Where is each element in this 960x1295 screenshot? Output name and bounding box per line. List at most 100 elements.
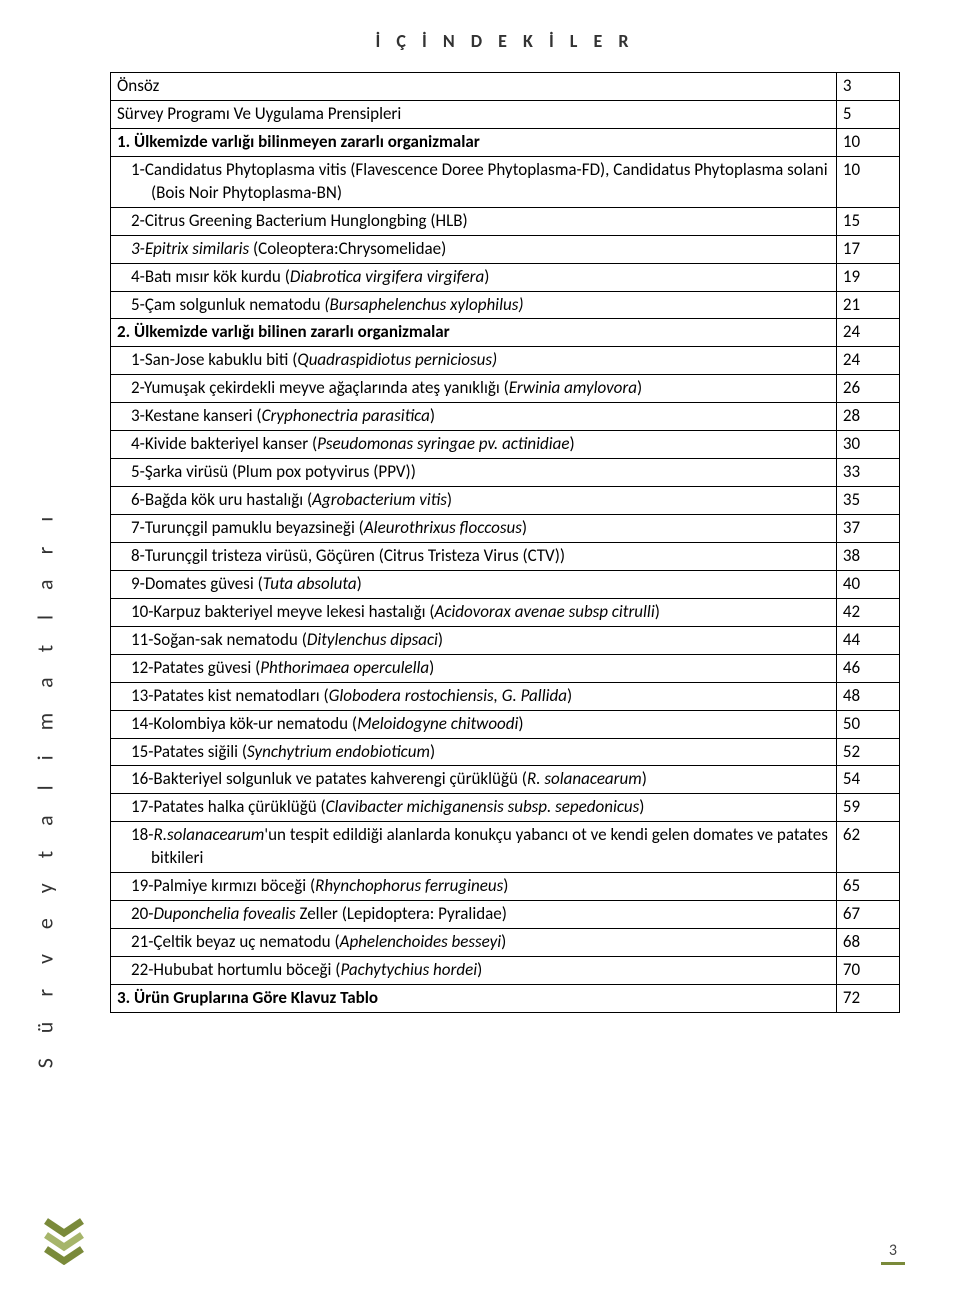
toc-text-segment: Clavibacter michiganensis subsp. sepedon… [326, 796, 640, 817]
toc-text-segment: 1-Candidatus Phytoplasma vitis (Flavesce… [131, 159, 828, 203]
toc-title-cell: Önsöz [111, 73, 837, 101]
toc-title-cell: 19-Palmiye kırmızı böceği (Rhynchophorus… [111, 873, 837, 901]
toc-text-segment: ) [570, 433, 575, 454]
toc-text-segment: 6-Bağda kök uru hastalığı ( [131, 489, 312, 510]
toc-text-segment: 22-Hububat hortumlu böceği ( [131, 959, 340, 980]
toc-text-segment: ) [357, 573, 362, 594]
toc-title-cell: 2. Ülkemizde varlığı bilinen zararlı org… [111, 319, 837, 347]
toc-row: 5-Şarka virüsü (Plum pox potyvirus (PPV)… [111, 459, 900, 487]
toc-title-cell: 7-Turunçgil pamuklu beyazsineği (Aleurot… [111, 515, 837, 543]
toc-page-cell: 15 [836, 207, 899, 235]
toc-title-cell: 2-Citrus Greening Bacterium Hunglongbing… [111, 207, 837, 235]
page-number: 3 [881, 1239, 905, 1265]
toc-row: 4-Kivide bakteriyel kanser (Pseudomonas … [111, 431, 900, 459]
toc-page-cell: 35 [836, 487, 899, 515]
toc-page-cell: 59 [836, 794, 899, 822]
toc-text-segment: Agrobacterium vitis [312, 489, 447, 510]
toc-text-segment: Cryphonectria parasitica [262, 405, 430, 426]
toc-text-segment: 2. Ülkemizde varlığı bilinen zararlı org… [117, 321, 450, 342]
toc-text-segment: 4-Batı mısır kök kurdu ( [131, 266, 290, 287]
toc-page-cell: 24 [836, 347, 899, 375]
toc-page-cell: 33 [836, 459, 899, 487]
toc-title-cell: 4-Batı mısır kök kurdu (Diabrotica virgi… [111, 263, 837, 291]
toc-page-cell: 67 [836, 901, 899, 929]
toc-text-segment: ) [430, 741, 435, 762]
toc-text-segment: ) [447, 489, 452, 510]
toc-page-cell: 21 [836, 291, 899, 319]
toc-row: 5-Çam solgunluk nematodu (Bursaphelenchu… [111, 291, 900, 319]
toc-page-cell: 10 [836, 156, 899, 207]
toc-text-segment: Acidovorax avenae subsp citrulli [435, 601, 655, 622]
toc-text-segment: (Bursaphelenchus xylophilus) [324, 294, 523, 315]
toc-row: 14-Kolombiya kök-ur nematodu (Meloidogyn… [111, 710, 900, 738]
toc-page-cell: 52 [836, 738, 899, 766]
toc-text-segment: 11-Soğan-sak nematodu ( [131, 629, 307, 650]
toc-page-cell: 44 [836, 626, 899, 654]
toc-text-segment: 4-Kivide bakteriyel kanser ( [131, 433, 317, 454]
toc-text-segment: Önsöz [117, 75, 159, 96]
toc-title-cell: 8-Turunçgil tristeza virüsü, Göçüren (Ci… [111, 542, 837, 570]
toc-text-segment: (Coleoptera:Chrysomelidae) [249, 238, 446, 259]
toc-text-segment: Sürvey Programı Ve Uygulama Prensipleri [117, 103, 401, 124]
toc-page-cell: 65 [836, 873, 899, 901]
toc-title-cell: 4-Kivide bakteriyel kanser (Pseudomonas … [111, 431, 837, 459]
toc-text-segment: R.solanacearum [153, 824, 264, 845]
toc-text-segment: Phthorimaea operculella [260, 657, 429, 678]
toc-text-segment: 21-Çeltik beyaz uç nematodu ( [131, 931, 340, 952]
toc-row: 21-Çeltik beyaz uç nematodu (Aphelenchoi… [111, 929, 900, 957]
toc-row: 3-Kestane kanseri (Cryphonectria parasit… [111, 403, 900, 431]
toc-title-cell: 20-Duponchelia fovealis Zeller (Lepidopt… [111, 901, 837, 929]
side-label-text: S ü r v e y t a l i m a t l a r ı [32, 507, 59, 1069]
toc-row: 1-Candidatus Phytoplasma vitis (Flavesce… [111, 156, 900, 207]
toc-row: 2-Yumuşak çekirdekli meyve ağaçlarında a… [111, 375, 900, 403]
toc-text-segment: 1. Ülkemizde varlığı bilinmeyen zararlı … [117, 131, 480, 152]
toc-title-cell: Sürvey Programı Ve Uygulama Prensipleri [111, 100, 837, 128]
toc-row: 3-Epitrix similaris (Coleoptera:Chrysome… [111, 235, 900, 263]
toc-text-segment: Rhynchophorus ferrugineus [315, 875, 503, 896]
toc-page-cell: 42 [836, 598, 899, 626]
toc-text-segment: 3- [131, 238, 145, 259]
side-label: S ü r v e y t a l i m a t l a r ı [20, 400, 70, 1175]
toc-text-segment: 20- [131, 903, 153, 924]
toc-text-segment: 17-Patates halka çürüklüğü ( [131, 796, 326, 817]
toc-text-segment: Aphelenchoides besseyi [340, 931, 502, 952]
toc-page-cell: 3 [836, 73, 899, 101]
toc-row: 20-Duponchelia fovealis Zeller (Lepidopt… [111, 901, 900, 929]
toc-page-cell: 37 [836, 515, 899, 543]
toc-page-cell: 17 [836, 235, 899, 263]
toc-title-cell: 16-Bakteriyel solgunluk ve patates kahve… [111, 766, 837, 794]
toc-row: 22-Hububat hortumlu böceği (Pachytychius… [111, 957, 900, 985]
toc-text-segment: ) [522, 517, 527, 538]
toc-row: 18-R.solanacearum'un tespit edildiği ala… [111, 822, 900, 873]
toc-row: Sürvey Programı Ve Uygulama Prensipleri5 [111, 100, 900, 128]
toc-text-segment: Erwinia amylovora [509, 377, 637, 398]
toc-page-cell: 54 [836, 766, 899, 794]
toc-title-cell: 13-Patates kist nematodları (Globodera r… [111, 682, 837, 710]
toc-row: 17-Patates halka çürüklüğü (Clavibacter … [111, 794, 900, 822]
chevron-icon [40, 1217, 88, 1265]
toc-text-segment: Ditylenchus dipsaci [307, 629, 438, 650]
toc-row: 7-Turunçgil pamuklu beyazsineği (Aleurot… [111, 515, 900, 543]
toc-page-cell: 68 [836, 929, 899, 957]
toc-text-segment: 8-Turunçgil tristeza virüsü, Göçüren (Ci… [131, 545, 565, 566]
toc-text-segment: 3-Kestane kanseri ( [131, 405, 262, 426]
toc-title-cell: 2-Yumuşak çekirdekli meyve ağaçlarında a… [111, 375, 837, 403]
toc-row: 12-Patates güvesi (Phthorimaea operculel… [111, 654, 900, 682]
toc-text-segment: R. solanacearum [527, 768, 642, 789]
toc-text-segment: 5-Çam solgunluk nematodu [131, 294, 324, 315]
toc-text-segment: Aleurothrixus floccosus [364, 517, 522, 538]
toc-title-cell: 3. Ürün Gruplarına Göre Klavuz Tablo [111, 984, 837, 1012]
toc-text-segment: ) [477, 959, 482, 980]
toc-row: Önsöz 3 [111, 73, 900, 101]
toc-text-segment: ) [503, 875, 508, 896]
toc-text-segment: ) [484, 266, 489, 287]
toc-text-segment: Meloidogyne chitwoodi [357, 713, 518, 734]
toc-text-segment: 14-Kolombiya kök-ur nematodu ( [131, 713, 357, 734]
toc-row: 9-Domates güvesi (Tuta absoluta)40 [111, 570, 900, 598]
toc-text-segment: 3. Ürün Gruplarına Göre Klavuz Tablo [117, 987, 378, 1008]
toc-text-segment: 1-San-Jose kabuklu biti ( [131, 349, 297, 370]
toc-title-cell: 1-San-Jose kabuklu biti (Quadraspidiotus… [111, 347, 837, 375]
toc-page-cell: 48 [836, 682, 899, 710]
toc-text-segment: ) [430, 405, 435, 426]
toc-text-segment: ) [567, 685, 572, 706]
